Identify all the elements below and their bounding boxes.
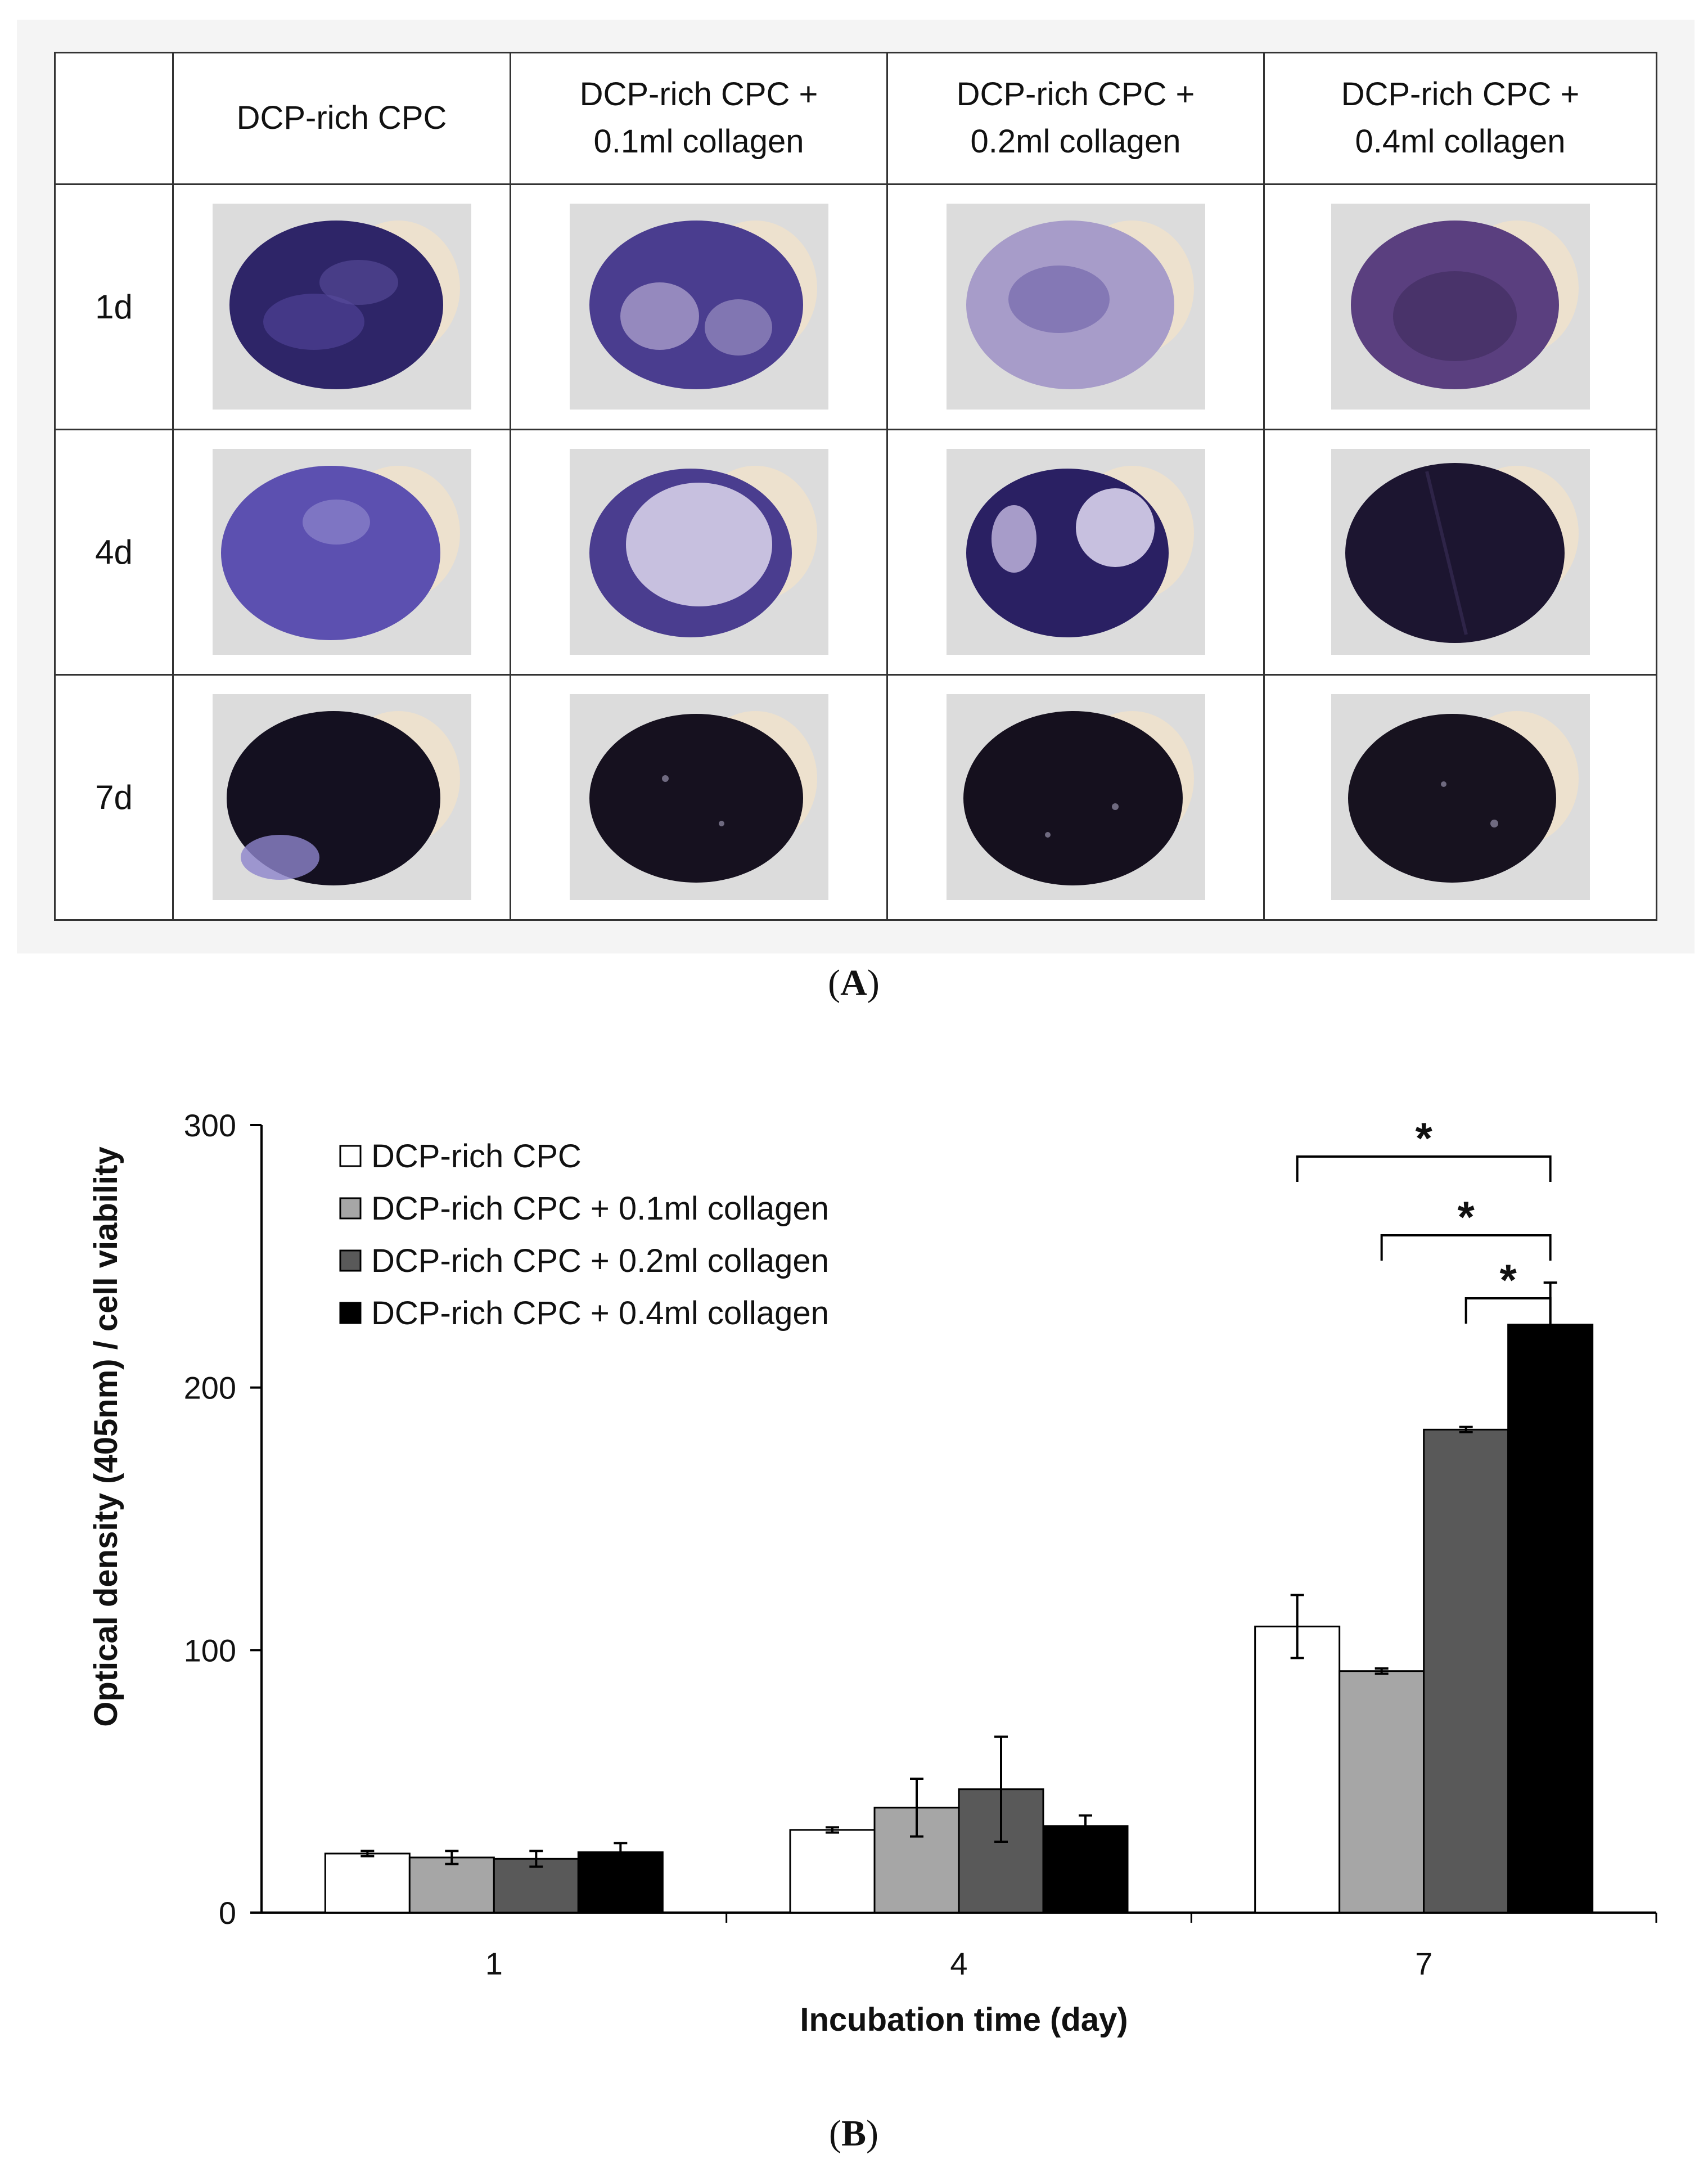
row-header: 1d bbox=[54, 183, 174, 430]
legend-label: DCP-rich CPC + 0.2ml collagen bbox=[371, 1243, 829, 1279]
panel-b-caption: (B) bbox=[829, 2113, 878, 2154]
x-tick-label: 1 bbox=[485, 1946, 503, 1981]
row-header: 7d bbox=[54, 673, 174, 921]
column-header: DCP-rich CPC + 0.4ml collagen bbox=[1263, 52, 1657, 185]
significance-bracket bbox=[1296, 1155, 1552, 1182]
sample-image bbox=[946, 204, 1205, 410]
significance-star: * bbox=[1499, 1255, 1517, 1305]
sample-cell bbox=[172, 428, 511, 676]
x-axis-label: Incubation time (day) bbox=[800, 2001, 1128, 2038]
legend-swatch bbox=[339, 1197, 362, 1220]
significance-bracket bbox=[1380, 1234, 1552, 1261]
sample-cell bbox=[510, 183, 888, 430]
y-tick-label: 0 bbox=[219, 1895, 236, 1931]
y-tick-label: 300 bbox=[184, 1108, 236, 1143]
sample-image bbox=[569, 694, 828, 901]
corner-cell bbox=[54, 52, 174, 185]
legend-swatch bbox=[339, 1302, 362, 1324]
bar bbox=[324, 1852, 411, 1914]
bar bbox=[1042, 1825, 1129, 1914]
sample-cell bbox=[1263, 183, 1657, 430]
y-tick-label: 200 bbox=[184, 1370, 236, 1406]
sample-image bbox=[212, 694, 471, 901]
sample-image bbox=[1331, 204, 1590, 410]
sample-cell bbox=[1263, 428, 1657, 676]
column-header: DCP-rich CPC bbox=[172, 52, 511, 185]
column-header: DCP-rich CPC + 0.1ml collagen bbox=[510, 52, 888, 185]
column-header-line1: DCP-rich CPC bbox=[236, 100, 447, 137]
significance-bracket bbox=[1464, 1297, 1552, 1324]
significance-star: * bbox=[1457, 1192, 1475, 1242]
sample-cell bbox=[886, 183, 1265, 430]
bar bbox=[789, 1829, 876, 1914]
bar bbox=[1423, 1428, 1509, 1914]
sample-cell bbox=[886, 673, 1265, 921]
legend-swatch bbox=[339, 1249, 362, 1272]
significance-star: * bbox=[1415, 1113, 1432, 1163]
sample-cell bbox=[172, 673, 511, 921]
sample-image bbox=[946, 449, 1205, 655]
column-header-line1: DCP-rich CPC + bbox=[1341, 76, 1580, 113]
bar bbox=[1254, 1625, 1341, 1914]
sample-cell bbox=[886, 428, 1265, 676]
column-header-line2: 0.2ml collagen bbox=[970, 123, 1181, 160]
sample-cell bbox=[172, 183, 511, 430]
sample-cell bbox=[510, 428, 888, 676]
sample-image bbox=[212, 204, 471, 410]
column-header: DCP-rich CPC + 0.2ml collagen bbox=[886, 52, 1265, 185]
bar bbox=[1507, 1324, 1594, 1914]
sample-image bbox=[1331, 694, 1590, 901]
x-tick-label: 4 bbox=[950, 1946, 967, 1981]
column-header-line2: 0.4ml collagen bbox=[1355, 123, 1566, 160]
sample-image bbox=[569, 449, 828, 655]
y-tick-label: 100 bbox=[184, 1632, 236, 1668]
column-header-line2: 0.1ml collagen bbox=[593, 123, 804, 160]
bar bbox=[577, 1851, 664, 1914]
row-day-7: 7d bbox=[54, 673, 1657, 921]
column-header-line1: DCP-rich CPC + bbox=[956, 76, 1195, 113]
bar-chart: Optical density (405nm) / cell viability… bbox=[88, 1108, 1657, 2038]
legend-label: DCP-rich CPC bbox=[371, 1138, 582, 1175]
x-tick-label: 7 bbox=[1415, 1946, 1432, 1981]
bar bbox=[1339, 1670, 1425, 1914]
legend-label: DCP-rich CPC + 0.4ml collagen bbox=[371, 1295, 829, 1332]
sample-image bbox=[1331, 449, 1590, 655]
y-axis-label: Optical density (405nm) / cell viability bbox=[88, 1146, 124, 1726]
sample-image bbox=[946, 694, 1205, 901]
row-day-4: 4d bbox=[54, 428, 1657, 676]
sample-image bbox=[212, 449, 471, 655]
sample-cell bbox=[510, 673, 888, 921]
column-header-line1: DCP-rich CPC + bbox=[579, 76, 818, 113]
sample-cell bbox=[1263, 673, 1657, 921]
sample-image bbox=[569, 204, 828, 410]
panel-a-caption: (A) bbox=[828, 962, 880, 1004]
legend-label: DCP-rich CPC + 0.1ml collagen bbox=[371, 1190, 829, 1227]
row-day-1: 1d bbox=[54, 183, 1657, 430]
bar bbox=[408, 1856, 495, 1914]
row-header: 4d bbox=[54, 428, 174, 676]
legend-swatch bbox=[339, 1145, 362, 1167]
staining-grid: DCP-rich CPC DCP-rich CPC + 0.1ml collage… bbox=[54, 52, 1657, 921]
